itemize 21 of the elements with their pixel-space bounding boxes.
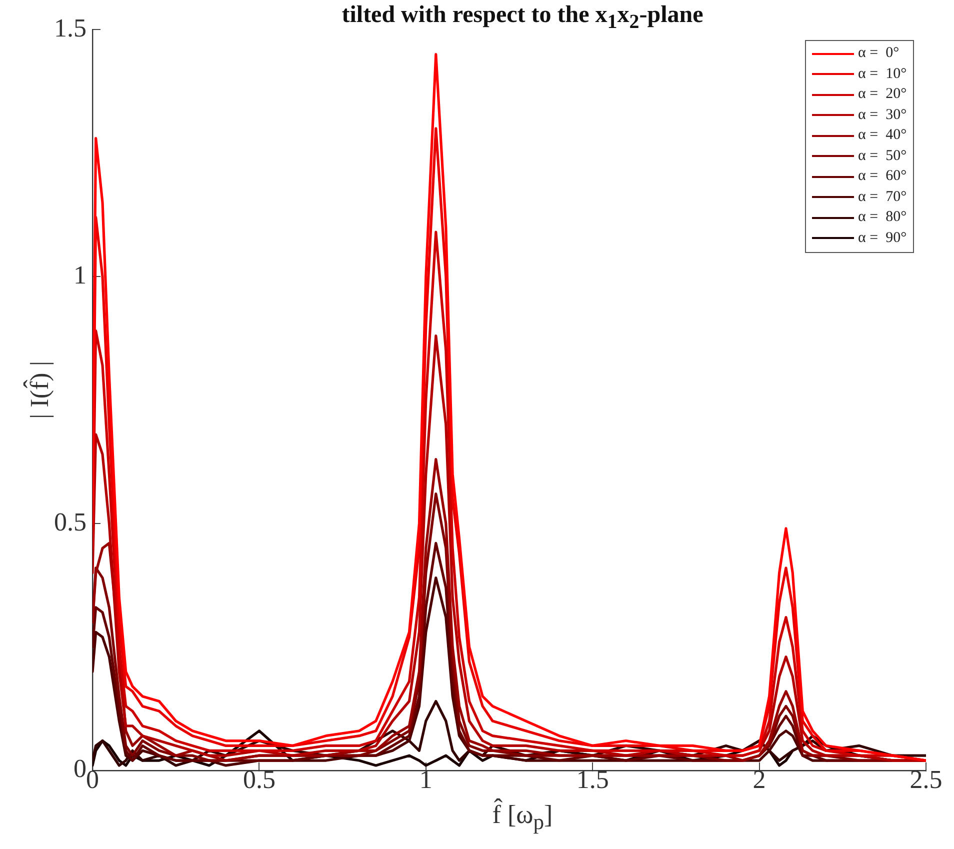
y-axis-title: | I(f̂) |: [25, 360, 55, 420]
chart-title: tilted with respect to the x$_{1}$x$_{2}$-plane: [340, 2, 704, 34]
x-tick-label: 2: [752, 764, 766, 794]
legend-label: α = 10°: [858, 66, 907, 83]
x-tick-label: 2.5: [910, 764, 942, 794]
y-tick-label: 1.5: [54, 13, 86, 42]
x-tick-label: 0.5: [242, 764, 276, 794]
legend-label: α = 40°: [858, 127, 907, 144]
y-tick-label: 1: [74, 260, 86, 290]
legend-label: α = 90°: [858, 230, 907, 247]
legend-label: α = 60°: [858, 168, 907, 186]
legend-label: α = 70°: [858, 188, 907, 206]
legend-label: α = 0°: [858, 45, 900, 62]
legend-label: α = 20°: [858, 86, 907, 104]
y-tick-label: 0.5: [54, 507, 86, 536]
x-tick-label: 1.5: [576, 764, 609, 794]
legend-label: α = 30°: [858, 106, 907, 124]
x-axis-title: f̂ [ω$_{p}$]: [491, 800, 554, 836]
legend-label: α = 80°: [858, 209, 907, 226]
x-tick-label: 1: [419, 764, 432, 794]
legend-label: α = 50°: [858, 148, 907, 165]
